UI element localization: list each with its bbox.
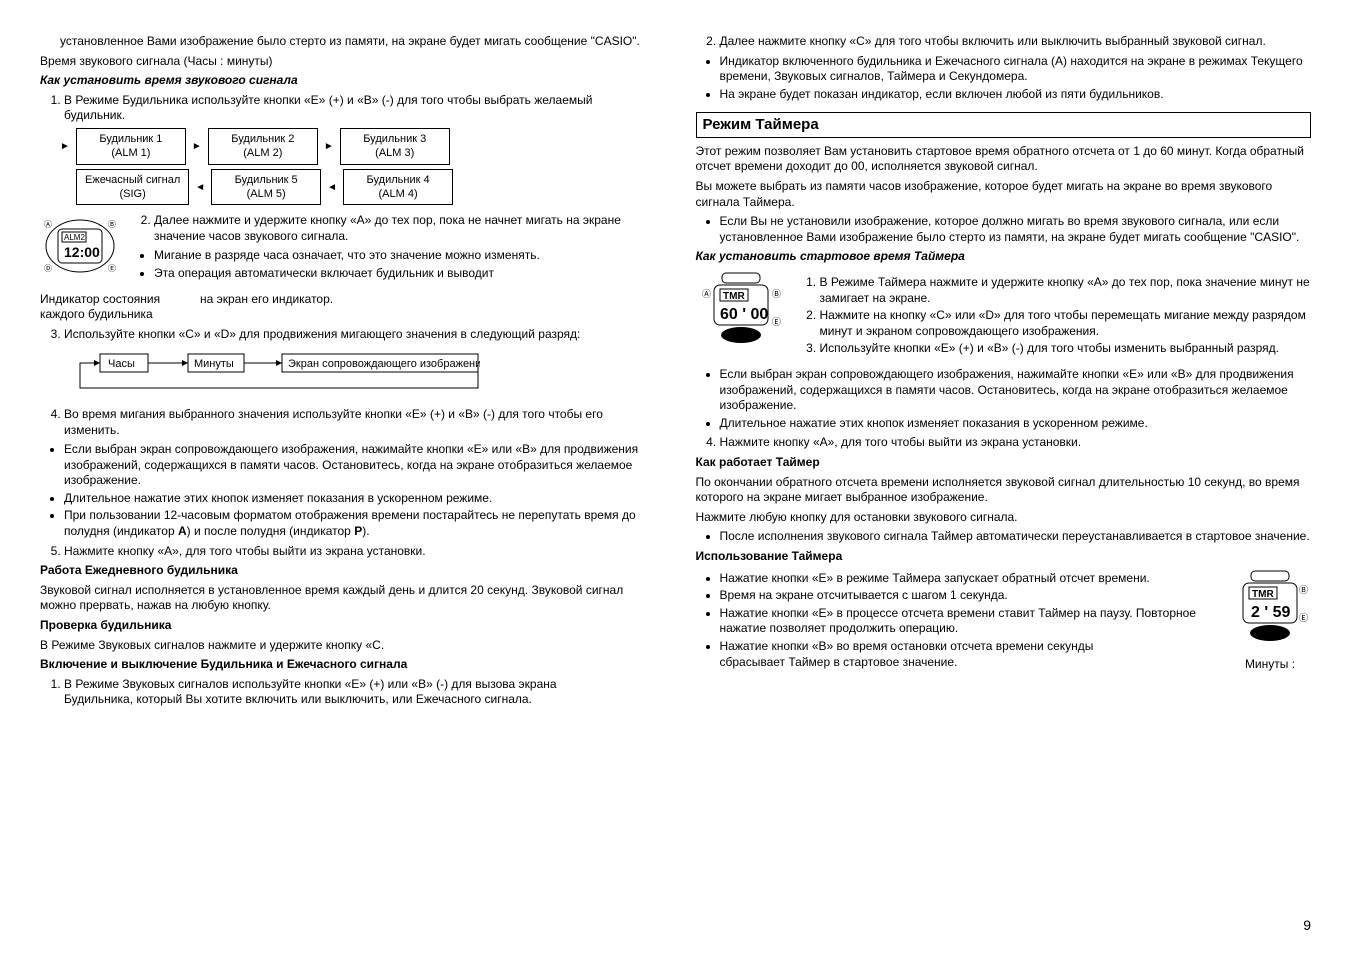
svg-text:TMR: TMR [1252, 589, 1274, 600]
timer-p1: Этот режим позволяет Вам установить стар… [696, 144, 1312, 175]
heading-check-alarm: Проверка будильника [40, 618, 656, 634]
svg-text:60 ' 00: 60 ' 00 [720, 306, 768, 323]
svg-text:Ⓔ: Ⓔ [108, 264, 116, 273]
indicator-caption: Индикатор состояния каждого будильника [40, 292, 170, 323]
toggle-step-2: Далее нажмите кнопку «С» для того чтобы … [720, 34, 1312, 50]
svg-text:Часы: Часы [108, 358, 135, 370]
left-column: установленное Вами изображение было стер… [40, 30, 656, 712]
svg-text:Ⓑ: Ⓑ [1299, 585, 1308, 595]
how-timer-p1: По окончании обратного отсчета времени и… [696, 475, 1312, 506]
watch-alm2-icon: ALM2 12:00 Ⓐ Ⓑ Ⓓ Ⓔ [40, 211, 120, 281]
indicator-tail: на экран его индикатор. [200, 292, 333, 323]
daily-alarm-text: Звуковой сигнал исполняется в установлен… [40, 583, 656, 614]
timer-bullet-2: Длительное нажатие этих кнопок изменяет … [720, 416, 1312, 432]
svg-text:Экран сопровождающего изображе: Экран сопровождающего изображения [288, 358, 480, 370]
step-4-bullet-1: Если выбран экран сопровождающего изобра… [64, 442, 656, 489]
svg-text:Ⓓ: Ⓓ [44, 264, 52, 273]
alarm-flow-diagram: Будильник 1(ALM 1) Будильник 2(ALM 2) Бу… [60, 128, 656, 205]
step-2-bullet-1: Мигание в разряде часа означает, что это… [154, 248, 656, 264]
step-1: В Режиме Будильника используйте кнопки «… [64, 93, 656, 124]
toggle-bullet-2: На экране будет показан индикатор, если … [720, 87, 1312, 103]
arrow-icon [324, 138, 334, 154]
timer-bullet-1: Если выбран экран сопровождающего изобра… [720, 367, 1312, 414]
step-2: Далее нажмите и удержите кнопку «А» до т… [154, 213, 656, 244]
sequence-diagram: Часы Минуты Экран сопровождающего изобра… [60, 350, 656, 399]
right-column: Далее нажмите кнопку «С» для того чтобы … [696, 30, 1312, 712]
svg-text:12:00: 12:00 [64, 244, 100, 260]
heading-daily-alarm: Работа Ежедневного будильника [40, 563, 656, 579]
heading-toggle-alarm: Включение и выключение Будильника и Ежеч… [40, 657, 656, 673]
tmr2-caption: Минуты : [1229, 657, 1311, 673]
svg-text:Ⓑ: Ⓑ [108, 220, 116, 229]
use-timer-b3: Нажатие кнопки «Е» в процессе отсчета вр… [720, 606, 1220, 637]
svg-text:Ⓐ: Ⓐ [44, 220, 52, 229]
heading-set-timer: Как установить стартовое время Таймера [696, 249, 1312, 265]
timer-step-2: Нажмите на кнопку «С» или «D» для того ч… [820, 308, 1312, 339]
arrow-icon [60, 138, 70, 154]
timer-step-1: В Режиме Таймера нажмите и удержите кноп… [820, 275, 1312, 306]
step-4-bullet-2: Длительное нажатие этих кнопок изменяет … [64, 491, 656, 507]
how-timer-bullet: После исполнения звукового сигнала Тайме… [720, 529, 1312, 545]
timer-p2: Вы можете выбрать из памяти часов изобра… [696, 179, 1312, 210]
timer-mode-title: Режим Таймера [696, 112, 1312, 138]
step-3: Используйте кнопки «С» и «D» для продвиж… [64, 327, 656, 343]
step-4: Во время мигания выбранного значения исп… [64, 407, 656, 438]
toggle-bullet-1: Индикатор включенного будильника и Ежеча… [720, 54, 1312, 85]
svg-text:Ⓔ: Ⓔ [1299, 613, 1308, 623]
step-2-bullet-2: Эта операция автоматически включает буди… [154, 266, 656, 282]
svg-text:2 ' 59: 2 ' 59 [1251, 604, 1290, 621]
arrow-icon [327, 179, 337, 195]
toggle-step-1: В Режиме Звуковых сигналов используйте к… [64, 677, 656, 708]
arrow-icon [192, 138, 202, 154]
how-timer-p2: Нажмите любую кнопку для остановки звуко… [696, 510, 1312, 526]
svg-text:ALM2: ALM2 [64, 233, 85, 242]
svg-text:Минуты: Минуты [194, 358, 234, 370]
arrow-icon [195, 179, 205, 195]
watch-tmr-icon: TMR 60 ' 00 Ⓐ Ⓑ Ⓔ [696, 271, 786, 351]
use-timer-b1: Нажатие кнопки «Е» в режиме Таймера запу… [720, 571, 1220, 587]
use-timer-b4: Нажатие кнопки «В» во время остановки от… [720, 639, 1220, 670]
timer-p2-bullet: Если Вы не установили изображение, котор… [720, 214, 1312, 245]
step-5: Нажмите кнопку «А», для того чтобы выйти… [64, 544, 656, 560]
svg-text:Ⓑ: Ⓑ [772, 289, 781, 299]
timer-step-4: Нажмите кнопку «А», для того чтобы выйти… [720, 435, 1312, 451]
step-4-bullet-3: При пользовании 12-часовым форматом отоб… [64, 508, 656, 539]
svg-text:Ⓐ: Ⓐ [702, 289, 711, 299]
page-number: 9 [1303, 916, 1311, 934]
timer-step-3: Используйте кнопки «Е» (+) и «В» (-) для… [820, 341, 1312, 357]
intro-text: установленное Вами изображение было стер… [60, 34, 656, 50]
time-label: Время звукового сигнала (Часы : минуты) [40, 54, 656, 70]
use-timer-b2: Время на экране отсчитывается с шагом 1 … [720, 588, 1220, 604]
heading-set-alarm-time: Как установить время звукового сигнала [40, 73, 656, 89]
heading-how-timer-works: Как работает Таймер [696, 455, 1312, 471]
watch-tmr2-icon: TMR 2 ' 59 Ⓑ Ⓔ [1229, 569, 1311, 649]
check-alarm-text: В Режиме Звуковых сигналов нажмите и уде… [40, 638, 656, 654]
svg-text:TMR: TMR [723, 291, 745, 302]
heading-use-timer: Использование Таймера [696, 549, 1312, 565]
svg-text:Ⓔ: Ⓔ [772, 317, 781, 327]
